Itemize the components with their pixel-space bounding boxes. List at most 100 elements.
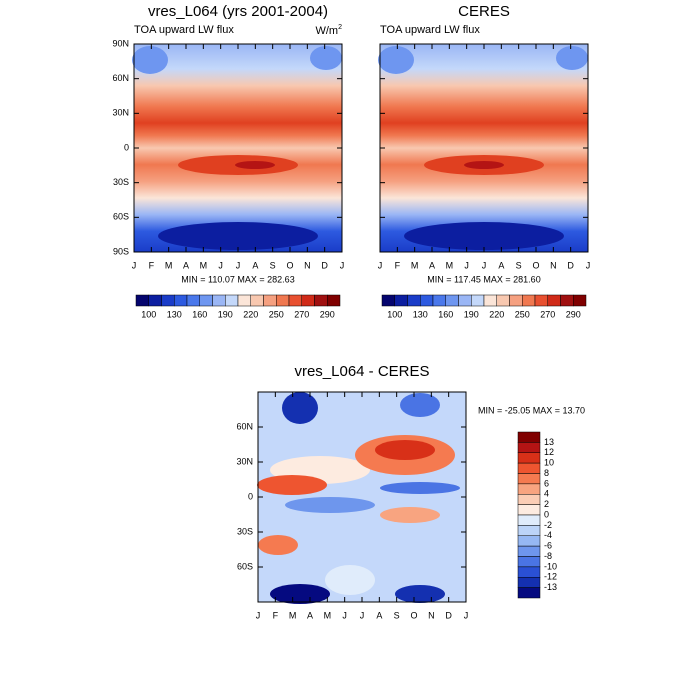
colorbar-box: [517, 535, 541, 547]
x-tick-label: M: [324, 610, 332, 620]
colorbar-box: [420, 294, 434, 307]
colorbar-label: 220: [243, 309, 258, 319]
colorbar-label: 12: [544, 447, 554, 457]
colorbar-box: [148, 294, 162, 307]
x-tick-label: J: [464, 260, 469, 270]
colorbar-label: 0: [544, 509, 549, 519]
x-tick-label: J: [378, 260, 383, 270]
x-tick-label: M: [446, 260, 454, 270]
colorbar-box: [509, 294, 523, 307]
y-tick-label: 90S: [113, 246, 129, 256]
colorbar-box: [517, 452, 541, 464]
colorbar-label: 8: [544, 468, 549, 478]
colorbar-label: 290: [566, 309, 581, 319]
colorbar-label: -8: [544, 551, 552, 561]
x-tick-label: F: [395, 260, 401, 270]
x-tick-label: M: [289, 610, 297, 620]
colorbar-box: [517, 431, 541, 443]
colorbar-label: 290: [320, 309, 335, 319]
x-tick-label: F: [273, 610, 279, 620]
colorbar-label: 100: [387, 309, 402, 319]
x-tick-label: J: [218, 260, 223, 270]
colorbar-label: 130: [413, 309, 428, 319]
colorbar-box: [288, 294, 302, 307]
colorbar-box: [394, 294, 408, 307]
colorbar-label: -4: [544, 530, 552, 540]
colorbar-box: [547, 294, 561, 307]
colorbar-label: 4: [544, 489, 549, 499]
colorbar-label: 250: [269, 309, 284, 319]
colorbar-label: -6: [544, 541, 552, 551]
x-tick-label: M: [411, 260, 419, 270]
colorbar-box: [517, 566, 541, 578]
colorbar-label: 130: [167, 309, 182, 319]
colorbar-box: [517, 577, 541, 588]
colorbar-box: [327, 294, 341, 307]
x-tick-label: A: [498, 260, 504, 270]
colorbar-box: [534, 294, 548, 307]
colorbar-box: [517, 525, 541, 536]
panel-title: vres_L064 - CERES: [294, 363, 429, 380]
y-tick-label: 60S: [237, 561, 253, 571]
x-tick-label: J: [236, 260, 241, 270]
x-tick-label: A: [183, 260, 189, 270]
stats: MIN = 110.07 MAX = 282.63: [181, 274, 294, 284]
colorbar-box: [517, 504, 541, 516]
colorbar-box: [314, 294, 328, 307]
colorbar-box: [186, 294, 200, 307]
colorbar-box: [517, 462, 541, 474]
colorbar-box: [250, 294, 264, 307]
colorbar-box: [263, 294, 277, 307]
colorbar-box: [517, 587, 541, 599]
colorbar-box: [407, 294, 421, 307]
panel-subtitle: TOA upward LW flux: [380, 24, 480, 36]
x-tick-label: D: [567, 260, 574, 270]
x-tick-label: O: [532, 260, 539, 270]
colorbar-box: [445, 294, 459, 307]
y-tick-label: 30S: [113, 177, 129, 187]
x-tick-label: J: [132, 260, 137, 270]
x-tick-label: M: [165, 260, 173, 270]
units: W/m2: [315, 24, 342, 37]
x-tick-label: D: [321, 260, 328, 270]
colorbar-box: [560, 294, 574, 307]
x-tick-label: N: [428, 610, 435, 620]
field-1: [132, 44, 342, 252]
colorbar-label: 100: [141, 309, 156, 319]
colorbar-label: 270: [294, 309, 309, 319]
colorbar-label: 2: [544, 499, 549, 509]
colorbar-box: [458, 294, 472, 307]
x-tick-label: J: [464, 610, 469, 620]
colorbar-label: -13: [544, 582, 557, 592]
x-tick-label: O: [410, 610, 417, 620]
colorbar-box: [471, 294, 485, 307]
colorbar-box: [381, 294, 395, 307]
colorbar-label: 190: [464, 309, 479, 319]
colorbar-box: [301, 294, 315, 307]
colorbar-label: 13: [544, 437, 554, 447]
y-tick-label: 60N: [236, 421, 253, 431]
colorbar-label: 6: [544, 478, 549, 488]
x-tick-label: S: [270, 260, 276, 270]
colorbar-box: [517, 494, 541, 505]
units-text: W/m: [315, 25, 338, 37]
colorbar-box: [483, 294, 497, 307]
colorbar-box: [496, 294, 510, 307]
colorbar-box: [225, 294, 239, 307]
colorbar-box: [212, 294, 226, 307]
x-tick-label: J: [342, 610, 347, 620]
colorbar-box: [276, 294, 290, 307]
colorbar-label: 10: [544, 458, 554, 468]
field-2: [378, 44, 588, 252]
colorbar-box: [517, 483, 541, 495]
colorbar-label: 250: [515, 309, 530, 319]
y-tick-label: 30N: [236, 456, 253, 466]
x-tick-label: S: [516, 260, 522, 270]
x-tick-label: J: [482, 260, 487, 270]
colorbar-box: [522, 294, 536, 307]
x-tick-label: A: [376, 610, 382, 620]
x-tick-label: O: [286, 260, 293, 270]
colorbar-box: [161, 294, 175, 307]
x-tick-label: A: [307, 610, 313, 620]
